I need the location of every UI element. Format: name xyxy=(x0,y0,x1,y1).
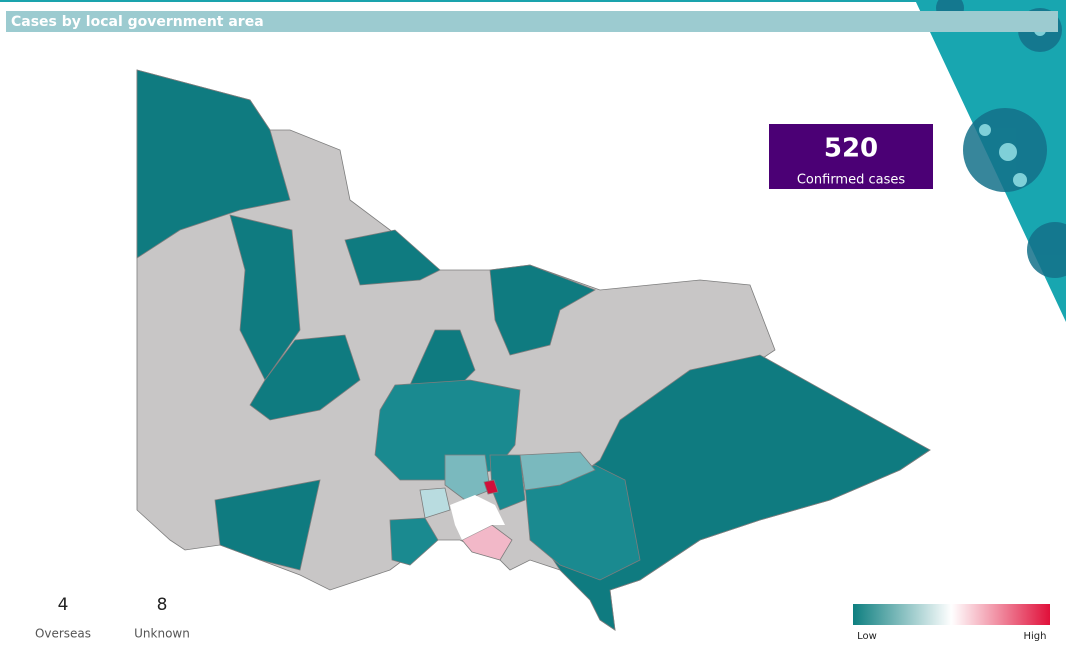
region-northeast-border xyxy=(344,229,441,286)
legend-low: Low xyxy=(857,631,877,642)
region-southwest xyxy=(214,479,321,571)
count-value: 8 xyxy=(157,595,168,615)
count-value: 4 xyxy=(58,595,69,615)
legend-gradient xyxy=(853,604,1050,625)
region-southeast xyxy=(524,464,641,581)
port-phillip-bay xyxy=(450,495,505,540)
region-city xyxy=(483,479,499,495)
legend-high: High xyxy=(1024,631,1047,642)
region-hume xyxy=(489,264,596,356)
region-metro-west xyxy=(444,454,491,501)
top-border xyxy=(0,0,1066,2)
count-label: Overseas xyxy=(35,627,91,641)
kpi-value: 520 xyxy=(824,134,878,164)
region-central-west xyxy=(249,334,361,421)
title-bar xyxy=(6,11,1058,32)
kpi-label: Confirmed cases xyxy=(797,173,906,188)
title: Cases by local government area xyxy=(11,14,264,30)
region-northwest xyxy=(136,69,291,259)
region-geelong xyxy=(389,517,439,566)
kpi-card xyxy=(769,124,933,189)
region-outer-east xyxy=(519,451,596,491)
count-label: Unknown xyxy=(134,627,190,641)
map xyxy=(136,69,931,631)
region-bellarine xyxy=(419,487,451,519)
